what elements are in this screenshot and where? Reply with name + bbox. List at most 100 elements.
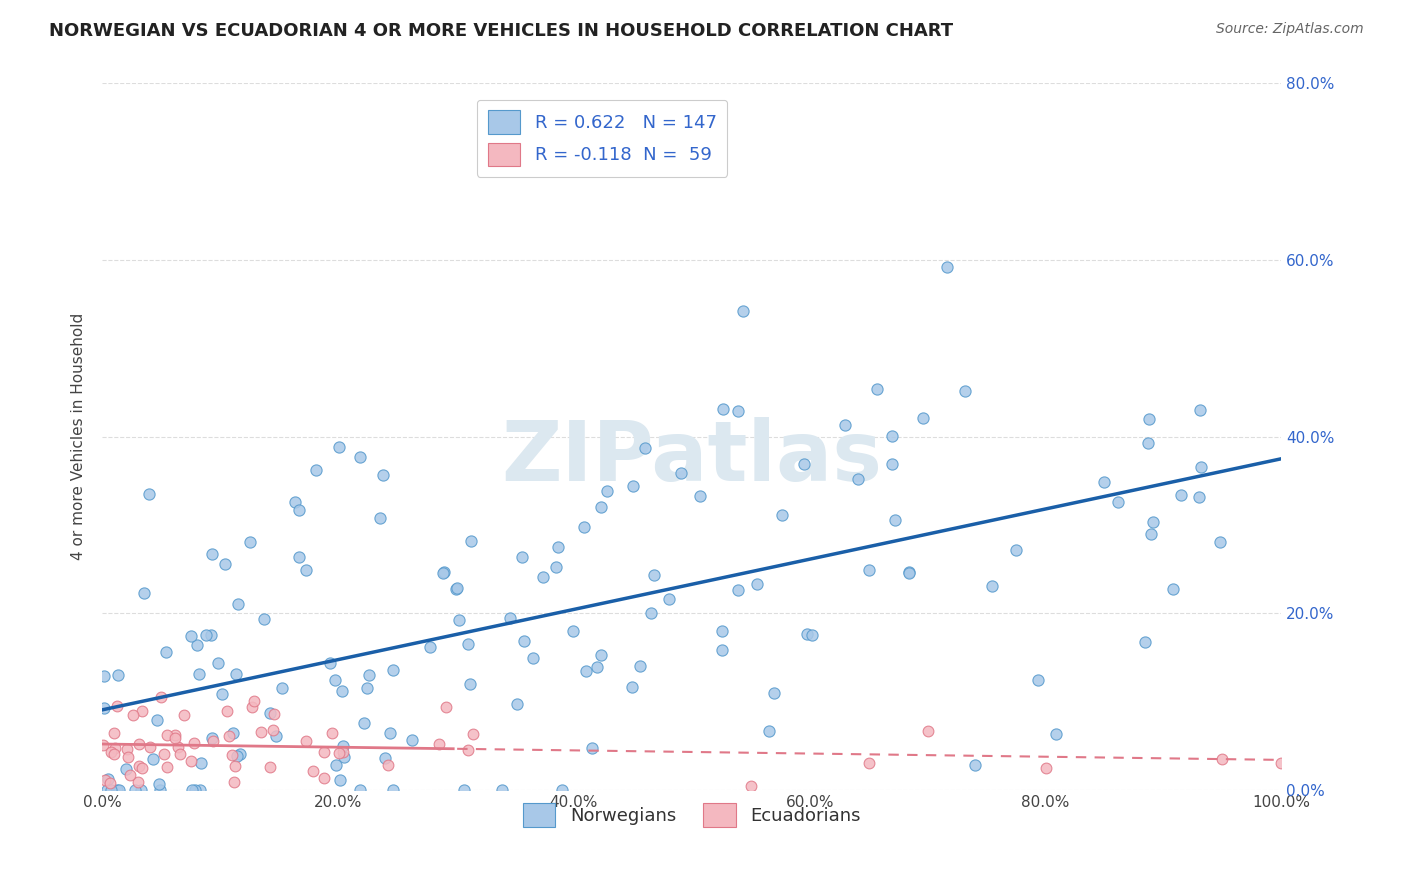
Point bbox=[181, 783, 204, 797]
Point bbox=[131, 704, 153, 718]
Point bbox=[329, 772, 352, 787]
Point bbox=[105, 783, 128, 797]
Point bbox=[935, 260, 957, 274]
Point bbox=[880, 457, 903, 471]
Point bbox=[93, 738, 115, 752]
Point bbox=[368, 510, 391, 524]
Point bbox=[544, 559, 567, 574]
Point bbox=[1137, 412, 1160, 426]
Point bbox=[186, 638, 208, 652]
Point bbox=[457, 742, 479, 756]
Point bbox=[117, 749, 139, 764]
Point bbox=[333, 749, 356, 764]
Point bbox=[446, 582, 468, 596]
Point bbox=[834, 418, 856, 433]
Point bbox=[349, 783, 371, 797]
Point bbox=[97, 772, 120, 786]
Point bbox=[156, 760, 179, 774]
Point bbox=[621, 680, 644, 694]
Point bbox=[302, 764, 325, 779]
Point bbox=[129, 783, 152, 797]
Point bbox=[911, 411, 934, 425]
Text: ZIPatlas: ZIPatlas bbox=[502, 417, 883, 499]
Point bbox=[758, 724, 780, 739]
Point bbox=[93, 669, 115, 683]
Point bbox=[295, 733, 318, 747]
Point bbox=[259, 706, 281, 720]
Point bbox=[574, 520, 596, 534]
Point bbox=[377, 758, 399, 772]
Point bbox=[226, 748, 249, 763]
Point bbox=[917, 724, 939, 739]
Point bbox=[139, 739, 162, 754]
Point bbox=[419, 640, 441, 654]
Point bbox=[120, 768, 142, 782]
Point bbox=[228, 598, 250, 612]
Point bbox=[312, 745, 335, 759]
Point bbox=[332, 745, 354, 759]
Point bbox=[1189, 459, 1212, 474]
Point bbox=[460, 677, 482, 691]
Point bbox=[321, 726, 343, 740]
Point bbox=[589, 500, 612, 515]
Point bbox=[224, 774, 246, 789]
Point bbox=[727, 583, 749, 598]
Point bbox=[156, 728, 179, 742]
Point bbox=[796, 627, 818, 641]
Y-axis label: 4 or more Vehicles in Household: 4 or more Vehicles in Household bbox=[72, 313, 86, 560]
Point bbox=[183, 736, 205, 750]
Point bbox=[1107, 495, 1129, 509]
Point bbox=[132, 586, 155, 600]
Point bbox=[127, 775, 149, 789]
Point bbox=[114, 763, 136, 777]
Point bbox=[105, 699, 128, 714]
Point bbox=[270, 681, 292, 695]
Point bbox=[446, 582, 468, 596]
Point bbox=[740, 779, 762, 793]
Point bbox=[124, 783, 146, 797]
Point bbox=[669, 466, 692, 480]
Point bbox=[221, 748, 243, 763]
Point bbox=[262, 723, 284, 738]
Point bbox=[288, 503, 311, 517]
Point bbox=[371, 468, 394, 483]
Point bbox=[463, 727, 485, 741]
Point bbox=[148, 777, 170, 791]
Point bbox=[1140, 527, 1163, 541]
Point bbox=[643, 567, 665, 582]
Point bbox=[689, 489, 711, 503]
Point bbox=[107, 667, 129, 681]
Point bbox=[513, 633, 536, 648]
Point bbox=[100, 775, 122, 789]
Point bbox=[194, 628, 217, 642]
Point bbox=[1004, 542, 1026, 557]
Point bbox=[155, 645, 177, 659]
Point bbox=[1209, 535, 1232, 549]
Point bbox=[1092, 475, 1115, 489]
Point bbox=[731, 303, 754, 318]
Point bbox=[1137, 436, 1160, 450]
Point bbox=[1188, 402, 1211, 417]
Point bbox=[323, 673, 346, 687]
Point bbox=[169, 747, 191, 761]
Point bbox=[163, 729, 186, 743]
Point bbox=[432, 566, 454, 580]
Point bbox=[149, 690, 172, 705]
Point bbox=[460, 534, 482, 549]
Point bbox=[551, 783, 574, 797]
Point bbox=[432, 566, 454, 580]
Point bbox=[356, 681, 378, 695]
Point bbox=[710, 624, 733, 638]
Point bbox=[100, 745, 122, 759]
Point bbox=[621, 479, 644, 493]
Point bbox=[491, 783, 513, 797]
Point bbox=[401, 733, 423, 747]
Point bbox=[1026, 673, 1049, 687]
Point bbox=[225, 667, 247, 681]
Point bbox=[711, 402, 734, 417]
Point bbox=[770, 508, 793, 523]
Point bbox=[866, 382, 889, 396]
Point bbox=[200, 628, 222, 642]
Point bbox=[762, 686, 785, 700]
Point bbox=[953, 384, 976, 399]
